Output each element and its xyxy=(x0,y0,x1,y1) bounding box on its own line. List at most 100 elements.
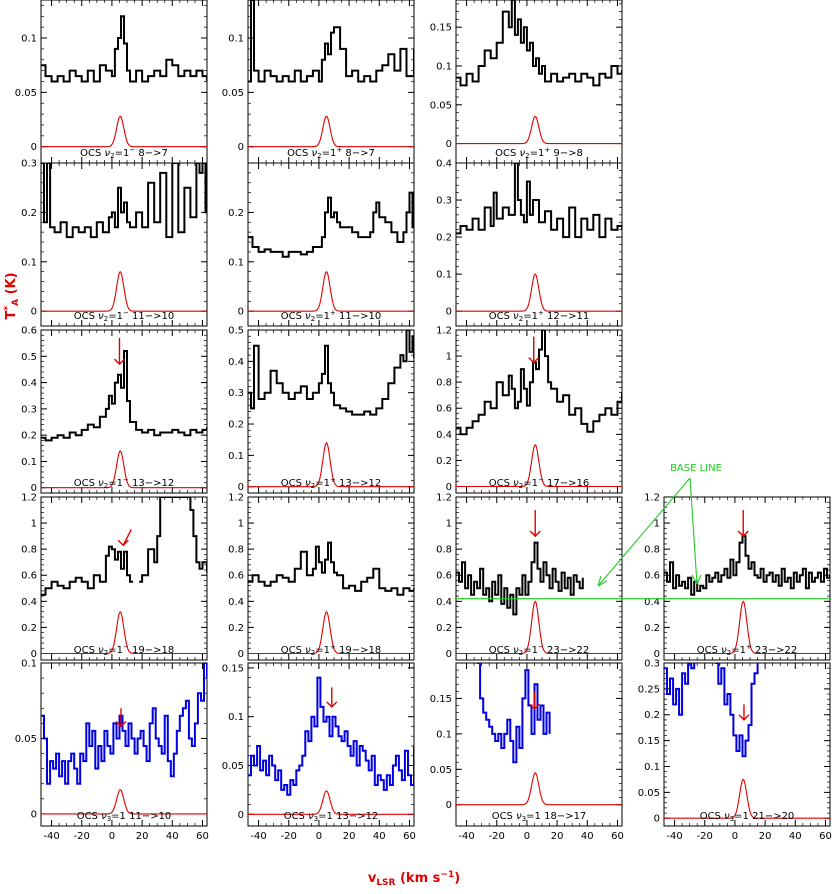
y-axis-title: T*A (K) xyxy=(3,272,21,319)
y-tick-label: 1.2 xyxy=(436,326,452,337)
y-tick-label: 0.25 xyxy=(638,684,660,695)
y-tick-label: 0.1 xyxy=(228,451,244,462)
panel-p40: 0 0.05 0.1 -40 -20 0 20 40 60 OCS ν3=1 11−>10 xyxy=(15,659,209,843)
y-tick-label: 0.6 xyxy=(21,571,37,582)
observed-spectrum xyxy=(41,663,207,785)
y-tick-label: 0 xyxy=(31,142,37,153)
baseline-pointer xyxy=(597,477,691,587)
observed-spectrum xyxy=(248,0,414,83)
y-tick-label: 0.2 xyxy=(436,456,452,467)
panel-frame xyxy=(40,496,208,661)
y-tick-label: 0.1 xyxy=(436,61,452,72)
y-tick-label: 0.15 xyxy=(430,694,452,705)
observed-spectrum xyxy=(477,663,551,764)
baseline-pointer-2-head xyxy=(691,574,702,585)
model-line xyxy=(456,273,622,312)
observed-spectrum xyxy=(41,545,134,596)
panel-label: OCS ν2=1− 19−>18 xyxy=(74,643,174,657)
x-tick-label: -40 xyxy=(458,831,474,842)
observed-spectrum-segment xyxy=(139,497,207,583)
observed-spectrum xyxy=(41,163,207,239)
x-tick-label: 0 xyxy=(732,831,738,842)
y-tick-label: 0.2 xyxy=(228,208,244,219)
model-line xyxy=(41,270,207,312)
panel-data xyxy=(456,0,622,145)
panel-label: OCS ν2=1+ 23−>22 xyxy=(697,643,797,657)
observed-spectrum xyxy=(456,0,622,87)
panel-frame xyxy=(247,496,415,661)
model-line xyxy=(41,115,207,148)
y-tick-label: 0.05 xyxy=(15,734,37,745)
x-tick-label: 0 xyxy=(316,831,322,842)
baseline-pointer-2 xyxy=(689,477,698,585)
x-tick-label: 40 xyxy=(581,831,594,842)
panel-label: OCS ν2=1+ 19−>18 xyxy=(281,643,381,657)
panel-p22: 0 0.2 0.4 0.6 0.8 1 1.2 OCS ν2=1− 17−>16 xyxy=(436,326,623,494)
observed-spectrum xyxy=(248,191,414,258)
panel-data xyxy=(41,350,207,489)
y-tick-label: 0 xyxy=(238,142,244,153)
panel-data xyxy=(41,163,207,312)
panel-frame xyxy=(455,0,623,164)
peak-arrow-head xyxy=(737,530,749,538)
panels-group: 0 0.05 0.1 OCS ν2=1− 8−>7 0 0.05 0.1 OCS ν2=1+ … xyxy=(15,0,832,842)
panel-label: OCS ν3=1 13−>12 xyxy=(284,811,379,823)
y-tick-label: 0.6 xyxy=(436,571,452,582)
model-line xyxy=(248,610,414,655)
panel-p43: 0 0.05 0.1 0.15 0.2 0.25 0.3 -40 -20 0 20 40 60 OCS ν… xyxy=(638,659,832,843)
y-tick-label: 0.1 xyxy=(436,270,452,281)
y-tick-label: 0 xyxy=(238,307,244,318)
peak-arrow-head xyxy=(115,720,127,728)
panel-frame xyxy=(247,662,415,827)
panel-data xyxy=(456,163,622,312)
y-tick-label: 0.6 xyxy=(21,326,37,337)
observed-spectrum xyxy=(456,330,622,436)
panel-label: OCS ν2=1+ 9−>8 xyxy=(495,146,583,160)
y-tick-label: 0.6 xyxy=(228,571,244,582)
y-tick-label: 1 xyxy=(238,519,244,530)
y-tick-label: 0 xyxy=(238,649,244,660)
peak-arrow-head xyxy=(738,714,750,721)
y-tick-label: 0.5 xyxy=(228,326,244,337)
y-tick-label: 0.2 xyxy=(644,710,660,721)
panel-p30: 0 0.2 0.4 0.6 0.8 1 1.2 OCS ν2=1− 19−>18 xyxy=(21,493,208,661)
y-tick-label: 0.4 xyxy=(21,378,37,389)
peak-arrow-head xyxy=(113,358,125,366)
y-tick-label: 0.2 xyxy=(21,431,37,442)
y-tick-label: 0.5 xyxy=(21,352,37,363)
observed-spectrum xyxy=(248,676,414,796)
y-tick-label: 0.3 xyxy=(436,196,452,207)
baseline-pointer-head xyxy=(597,575,608,587)
y-tick-label: 0.1 xyxy=(644,762,660,773)
y-tick-label: 0.1 xyxy=(228,257,244,268)
panel-frame xyxy=(40,329,208,494)
panel-label: OCS ν2=1− 23−>22 xyxy=(489,643,589,657)
model-line xyxy=(456,443,622,488)
peak-arrow-head xyxy=(528,703,540,711)
panel-label: OCS ν2=1− 17−>16 xyxy=(489,476,589,490)
model-line xyxy=(248,790,414,815)
y-tick-label: 0.4 xyxy=(644,597,660,608)
y-tick-label: 0.1 xyxy=(21,34,37,45)
x-tick-label: -40 xyxy=(43,831,59,842)
baseline-annotation: BASE LINE xyxy=(670,463,722,474)
y-tick-label: 0.15 xyxy=(430,23,452,34)
y-tick-label: 0 xyxy=(446,649,452,660)
panel-frame xyxy=(663,662,831,827)
y-tick-label: 0.4 xyxy=(436,159,452,170)
panel-p42: 0 0.05 0.1 0.15 -40 -20 0 20 40 60 OCS ν3=1 18−>17 xyxy=(430,662,624,842)
x-tick-label: 60 xyxy=(819,831,832,842)
y-tick-label: 0 xyxy=(654,649,660,660)
panel-p31: 0 0.2 0.4 0.6 0.8 1 1.2 OCS ν2=1+ 19−>18 xyxy=(228,493,415,661)
peak-arrow-shaft xyxy=(122,529,132,546)
y-tick-label: 0.8 xyxy=(21,545,37,556)
y-tick-label: 0.3 xyxy=(228,388,244,399)
model-line xyxy=(248,115,414,148)
x-tick-label: 0 xyxy=(109,831,115,842)
observed-spectrum xyxy=(456,163,622,239)
y-tick-label: 1 xyxy=(31,519,37,530)
peak-arrow-head xyxy=(529,530,541,538)
y-tick-label: 0.4 xyxy=(21,597,37,608)
y-tick-label: 0.2 xyxy=(436,233,452,244)
y-tick-label: 1.2 xyxy=(228,493,244,504)
